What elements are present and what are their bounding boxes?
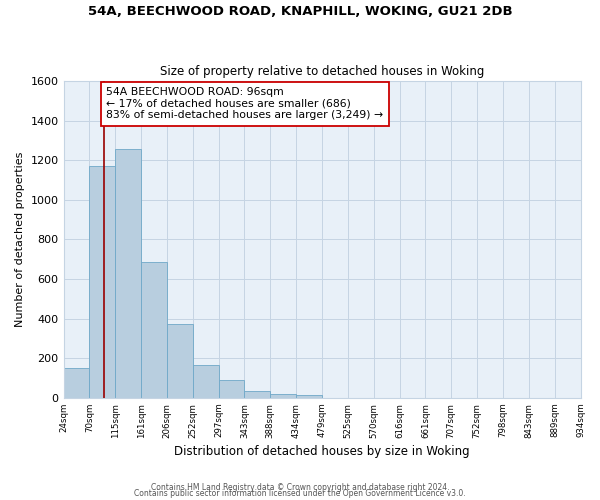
Bar xyxy=(89,166,115,398)
Text: 54A, BEECHWOOD ROAD, KNAPHILL, WOKING, GU21 2DB: 54A, BEECHWOOD ROAD, KNAPHILL, WOKING, G… xyxy=(88,5,512,18)
Bar xyxy=(167,324,193,398)
Bar xyxy=(296,395,322,398)
Bar xyxy=(244,391,271,398)
Bar xyxy=(115,150,141,398)
X-axis label: Distribution of detached houses by size in Woking: Distribution of detached houses by size … xyxy=(174,444,470,458)
Bar xyxy=(64,368,89,398)
Bar xyxy=(218,380,244,398)
Bar xyxy=(141,262,167,398)
Text: Contains HM Land Registry data © Crown copyright and database right 2024.: Contains HM Land Registry data © Crown c… xyxy=(151,484,449,492)
Text: Contains public sector information licensed under the Open Government Licence v3: Contains public sector information licen… xyxy=(134,490,466,498)
Title: Size of property relative to detached houses in Woking: Size of property relative to detached ho… xyxy=(160,66,484,78)
Y-axis label: Number of detached properties: Number of detached properties xyxy=(15,152,25,327)
Bar xyxy=(193,365,218,398)
Bar xyxy=(271,394,296,398)
Text: 54A BEECHWOOD ROAD: 96sqm
← 17% of detached houses are smaller (686)
83% of semi: 54A BEECHWOOD ROAD: 96sqm ← 17% of detac… xyxy=(106,87,383,120)
